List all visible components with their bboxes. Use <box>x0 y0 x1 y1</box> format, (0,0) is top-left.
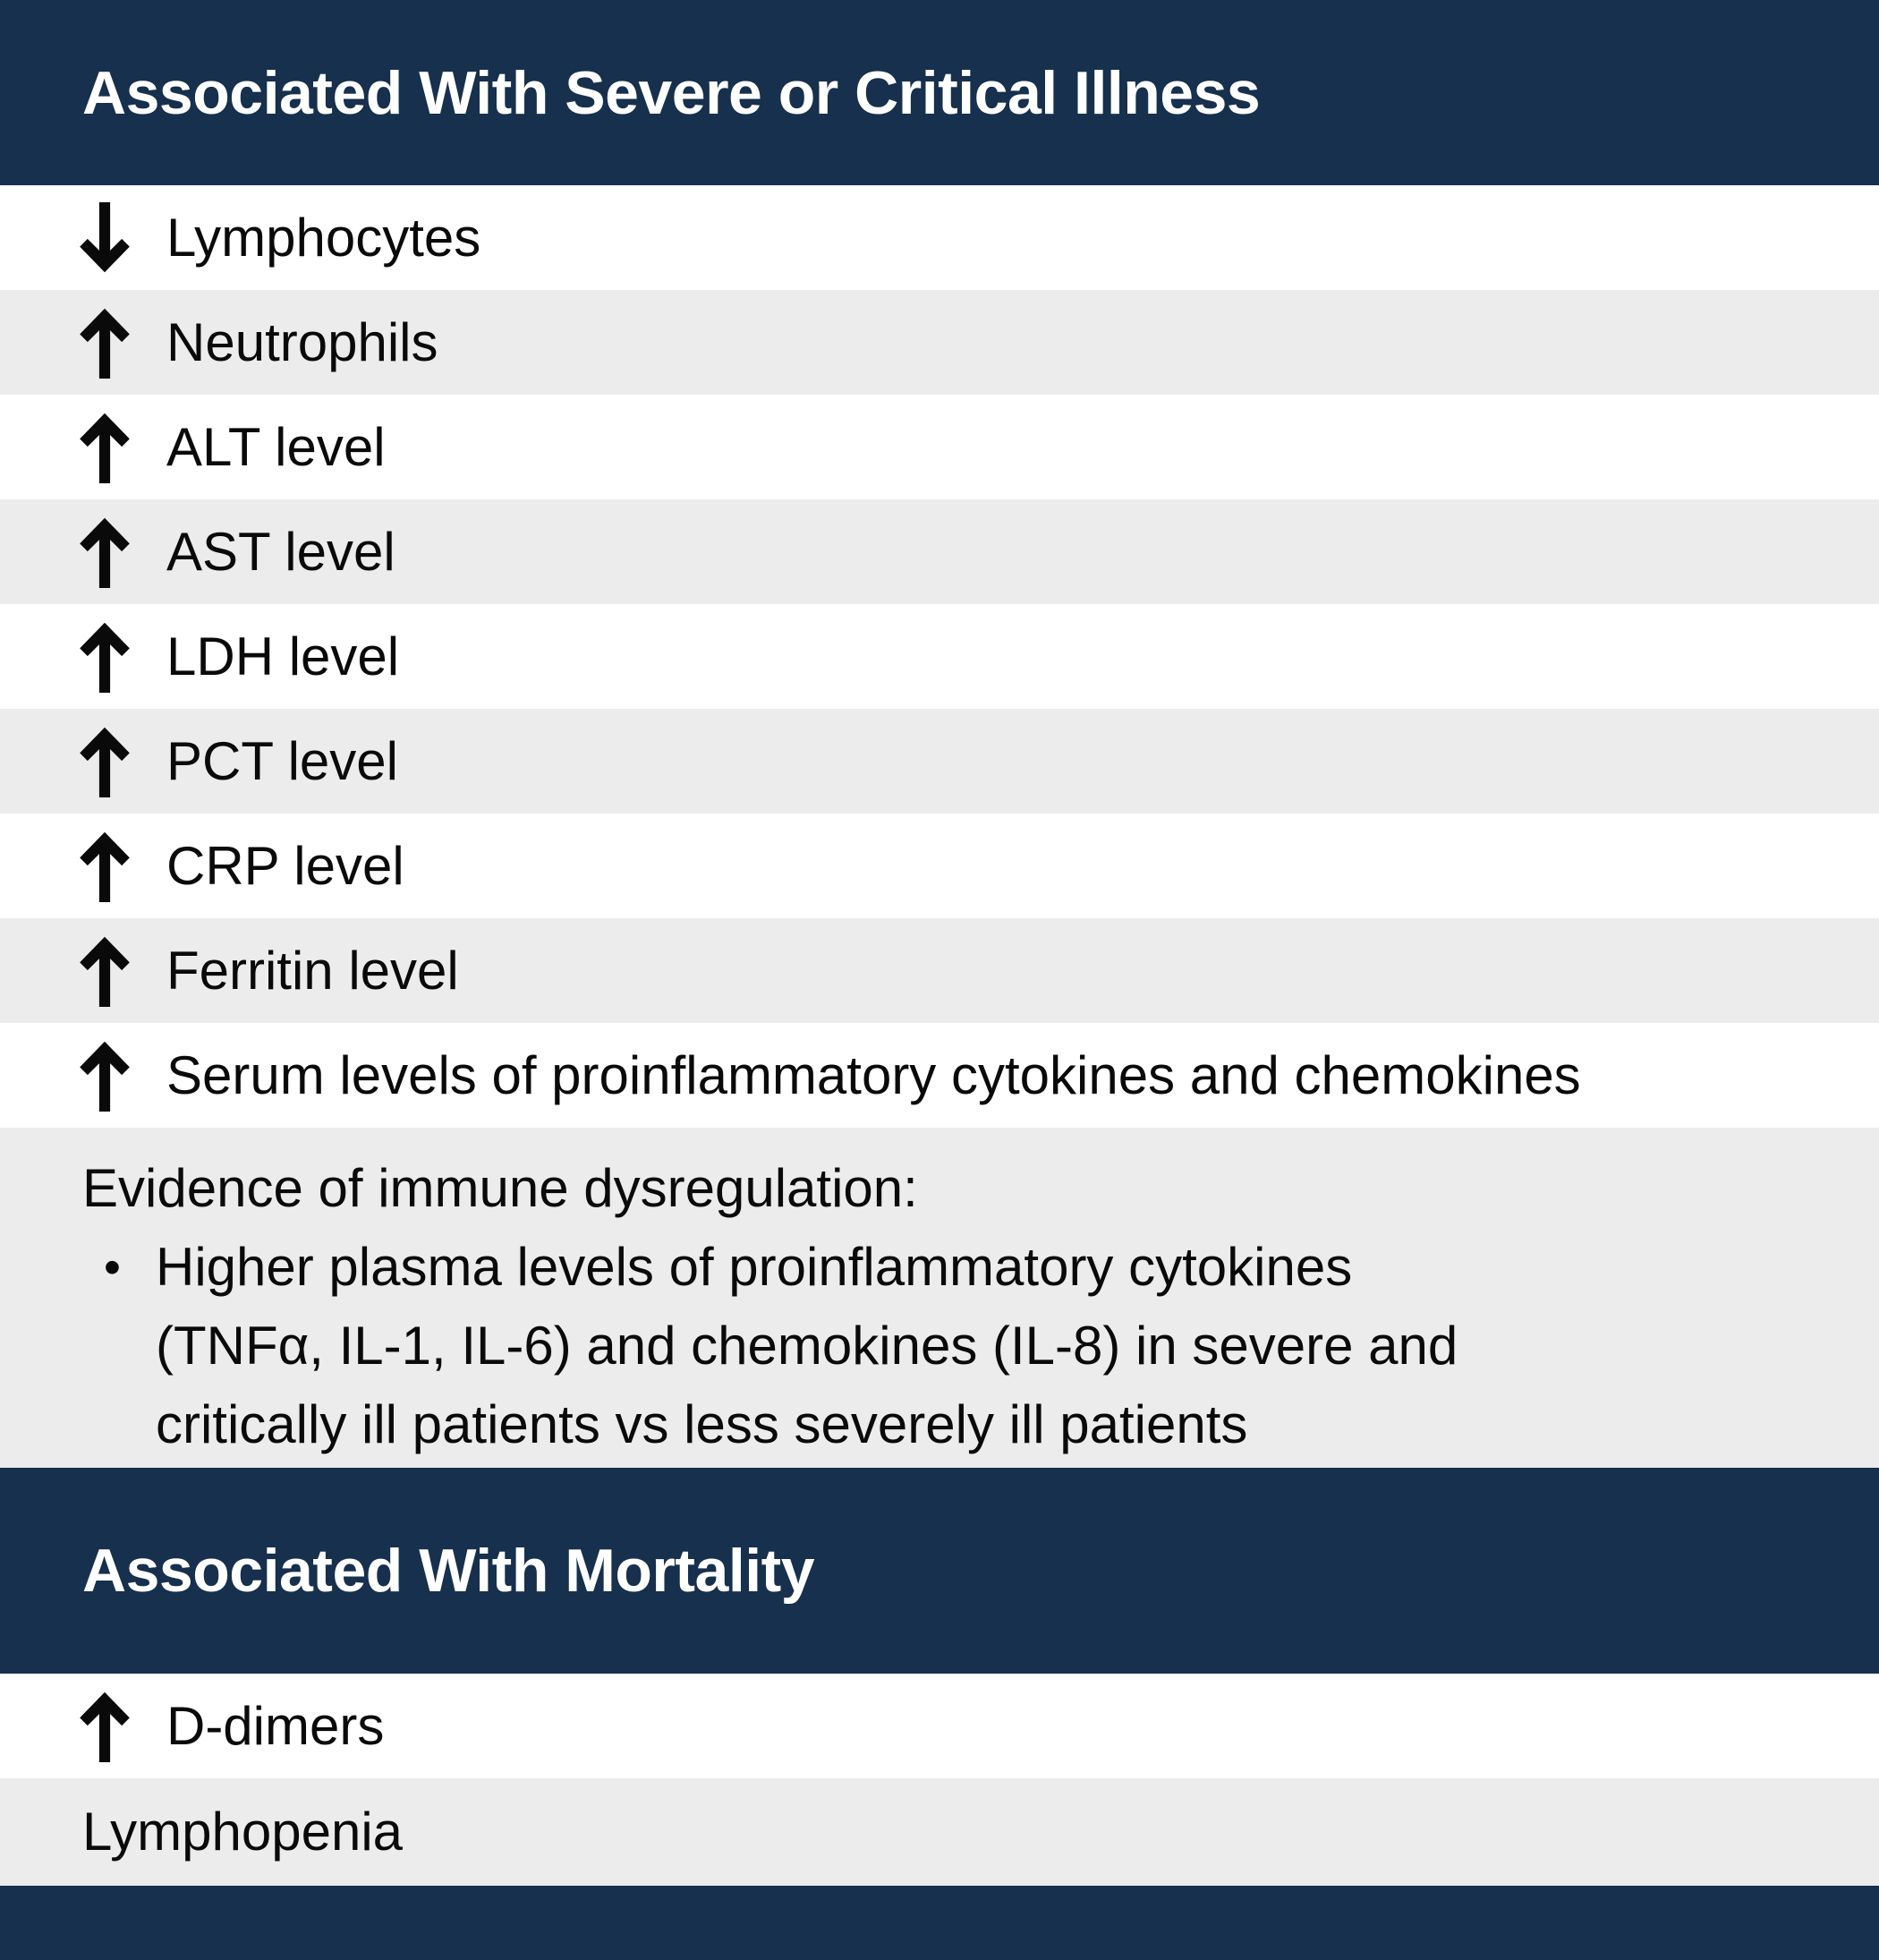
note-bullet-text: Higher plasma levels of proinflammatory … <box>156 1228 1458 1464</box>
row-label: Lymphopenia <box>82 1802 404 1862</box>
table-row: AST level <box>0 499 1879 604</box>
row-label: AST level <box>166 521 395 582</box>
table-row: ALT level <box>0 395 1879 499</box>
table-row: Neutrophils <box>0 290 1879 395</box>
table-row: Ferritin level <box>0 918 1879 1023</box>
section-header-severe: Associated With Severe or Critical Illne… <box>0 0 1879 185</box>
row-label: Neutrophils <box>166 311 438 372</box>
table-row: Lymphopenia <box>0 1778 1879 1886</box>
row-label: D-dimers <box>166 1695 385 1756</box>
bullet-icon: • <box>104 1240 121 1294</box>
note-heading: Evidence of immune dysregulation: <box>82 1158 918 1218</box>
down-arrow-icon <box>80 201 130 272</box>
footer-bar <box>0 1886 1879 1960</box>
row-label: ALT level <box>166 416 386 477</box>
up-arrow-icon <box>80 413 130 483</box>
row-label: Ferritin level <box>166 940 459 1001</box>
row-label: LDH level <box>166 626 400 686</box>
table-row: Serum levels of proinflammatory cytokine… <box>0 1023 1879 1128</box>
table-row: LDH level <box>0 604 1879 709</box>
up-arrow-icon <box>80 622 130 693</box>
section-title-severe: Associated With Severe or Critical Illne… <box>82 58 1261 127</box>
section-header-mortality: Associated With Mortality <box>0 1468 1879 1674</box>
up-arrow-icon <box>80 1041 130 1112</box>
up-arrow-icon <box>80 517 130 588</box>
up-arrow-icon <box>80 1692 130 1762</box>
up-arrow-icon <box>80 727 130 797</box>
table-row: Lymphocytes <box>0 185 1879 290</box>
note-bullet-line: critically ill patients vs less severely… <box>156 1394 1248 1454</box>
row-label: Lymphocytes <box>166 207 481 268</box>
note-bullet-line: Higher plasma levels of proinflammatory … <box>156 1237 1353 1297</box>
up-arrow-icon <box>80 936 130 1007</box>
row-label: PCT level <box>166 730 398 791</box>
note-bullet-line: (TNFα, IL-1, IL-6) and chemokines (IL-8)… <box>156 1316 1458 1376</box>
table-row: PCT level <box>0 709 1879 814</box>
row-label: CRP level <box>166 835 404 896</box>
table-row: CRP level <box>0 814 1879 918</box>
immune-dysregulation-note: Evidence of immune dysregulation: • High… <box>0 1128 1879 1468</box>
row-label: Serum levels of proinflammatory cytokine… <box>166 1044 1581 1105</box>
section-title-mortality: Associated With Mortality <box>82 1537 815 1605</box>
table-row: D-dimers <box>0 1674 1879 1778</box>
up-arrow-icon <box>80 308 130 379</box>
note-bullet-item: • Higher plasma levels of proinflammator… <box>82 1228 1843 1464</box>
up-arrow-icon <box>80 831 130 902</box>
